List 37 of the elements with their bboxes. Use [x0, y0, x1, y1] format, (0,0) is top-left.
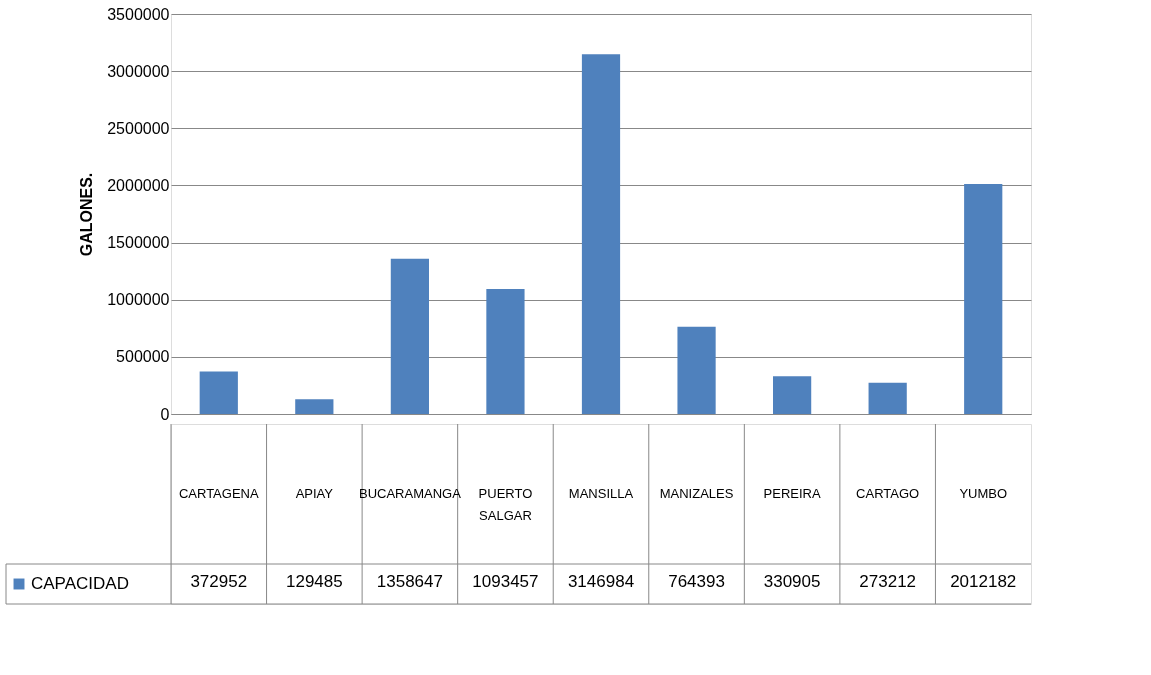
x-tick-label: PEREIRA [763, 486, 821, 501]
y-tick-label: 3000000 [107, 62, 170, 80]
x-tick-label: PUERTO SALGAR [478, 486, 533, 523]
data-label: 764393 [668, 572, 725, 591]
data-label: 2012182 [950, 572, 1017, 591]
bar [486, 289, 525, 414]
data-label: 1358647 [376, 572, 443, 591]
bar [390, 258, 429, 414]
bar [199, 371, 238, 414]
data-label: 273212 [859, 572, 917, 591]
legend-label: CAPACIDAD [31, 574, 129, 593]
data-label: 129485 [285, 572, 343, 591]
x-tick-label: CARTAGO [856, 486, 920, 501]
bar [581, 54, 621, 414]
y-tick-label: 3500000 [107, 5, 170, 23]
y-tick-label: 1500000 [107, 234, 170, 252]
data-label: 330905 [763, 572, 821, 591]
data-label: 1093457 [472, 572, 539, 591]
y-tick-label: 0 [160, 405, 170, 423]
y-tick-label: 1000000 [107, 291, 170, 309]
y-tick-label: 2500000 [107, 119, 170, 137]
x-tick-label: YUMBO [959, 486, 1008, 501]
bar [773, 376, 812, 414]
data-label: 372952 [190, 572, 248, 591]
bar [868, 382, 907, 414]
y-axis-title: GALONES. [78, 172, 96, 257]
data-label: 3146984 [567, 572, 635, 591]
bar [295, 399, 334, 414]
bar [964, 184, 1003, 414]
x-tick-label: BUCARAMANGA [358, 486, 462, 501]
x-tick-label: MANIZALES [659, 486, 734, 501]
x-tick-label: APIAY [295, 486, 334, 501]
x-tick-label: CARTAGENA [178, 486, 259, 501]
y-tick-label: 500000 [116, 348, 170, 366]
x-tick-label: MANSILLA [568, 486, 634, 501]
y-tick-label: 2000000 [107, 176, 170, 194]
bar [677, 326, 716, 414]
